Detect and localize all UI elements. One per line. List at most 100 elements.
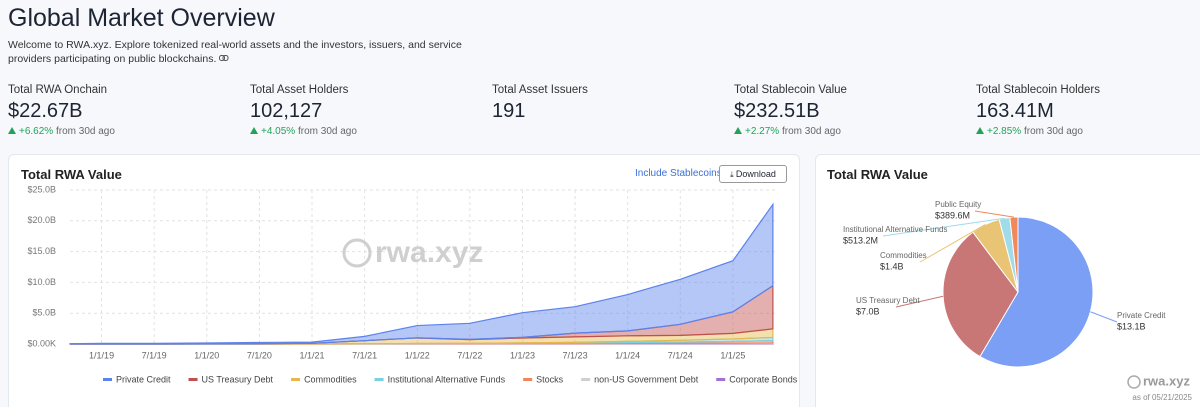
x-tick-label: 7/1/20: [247, 350, 272, 360]
up-arrow: [734, 127, 742, 134]
stat-label: Total Stablecoin Value: [734, 84, 847, 96]
legend-swatch: [374, 378, 384, 381]
pie-value: $389.6M: [935, 210, 970, 220]
stat-label: Total Asset Issuers: [492, 84, 588, 96]
pie-label: Public Equity: [935, 200, 981, 209]
x-tick-label: 1/1/20: [194, 350, 219, 360]
change-period: from 30d ago: [297, 126, 357, 137]
stat-card: Total RWA Onchain $22.67B +6.62% from 30d …: [8, 84, 238, 137]
pie-value: $7.0B: [856, 306, 880, 316]
y-tick-label: $5.0B: [32, 308, 56, 318]
x-tick-label: 1/1/24: [615, 350, 640, 360]
as-of-date: as of 05/21/2025: [1132, 393, 1192, 402]
brand-icon: [1127, 375, 1141, 389]
change-value: +2.27%: [745, 126, 780, 137]
stat-value: 191: [492, 100, 526, 122]
description-text: Welcome to RWA.xyz. Explore tokenized re…: [8, 39, 462, 65]
download-label: Download: [735, 169, 776, 179]
up-arrow: [976, 127, 984, 134]
pie-label: Institutional Alternative Funds: [843, 225, 948, 234]
pie-value: $13.1B: [1117, 321, 1146, 331]
stat-value: 102,127: [250, 100, 323, 122]
pie-value: $513.2M: [843, 235, 878, 245]
link-icon[interactable]: [219, 54, 229, 62]
stat-card: Total Asset Issuers 191: [492, 84, 722, 123]
card-title: Total RWA Value: [827, 167, 928, 182]
change-value: +4.05%: [261, 126, 296, 137]
stat-label: Total Stablecoin Holders: [976, 84, 1101, 96]
pie-label: Private Credit: [1117, 311, 1166, 320]
legend-label: Institutional Alternative Funds: [388, 374, 506, 384]
y-tick-label: $20.0B: [27, 215, 56, 225]
legend-swatch: [291, 378, 301, 381]
pie-label: Commodities: [880, 251, 927, 260]
card-title: Total RWA Value: [21, 167, 122, 182]
stat-label: Total Asset Holders: [250, 84, 349, 96]
y-tick-label: $25.0B: [27, 184, 56, 194]
x-tick-label: 7/1/23: [563, 350, 588, 360]
y-tick-label: $10.0B: [27, 277, 56, 287]
stat-change: +4.05% from 30d ago: [250, 126, 480, 137]
x-tick-label: 7/1/19: [142, 350, 167, 360]
up-arrow: [8, 127, 16, 134]
stat-card: Total Stablecoin Holders 163.41M +2.85% fr…: [976, 84, 1200, 137]
stat-value: 163.41M: [976, 100, 1054, 122]
pie-value: $1.4B: [880, 261, 904, 271]
legend-swatch: [188, 378, 198, 381]
stat-value: $232.51B: [734, 100, 820, 122]
stat-label: Total RWA Onchain: [8, 84, 108, 96]
download-button[interactable]: ⤓ Download: [719, 165, 787, 183]
legend-label: Corporate Bonds: [729, 374, 798, 384]
leader-line: [919, 224, 986, 263]
legend-label: non-US Government Debt: [594, 374, 699, 384]
up-arrow: [250, 127, 258, 134]
legend-swatch: [716, 378, 726, 381]
stat-change: +2.27% from 30d ago: [734, 126, 964, 137]
stat-card: Total Asset Holders 102,127 +4.05% from 30…: [250, 84, 480, 137]
change-period: from 30d ago: [781, 126, 841, 137]
watermark: rwa.xyz: [375, 236, 483, 269]
y-tick-label: $15.0B: [27, 246, 56, 256]
change-value: +6.62%: [19, 126, 54, 137]
pie-slice: [942, 231, 1019, 358]
legend-swatch: [103, 378, 112, 381]
legend-swatch: [523, 378, 533, 381]
stat-change: +6.62% from 30d ago: [8, 126, 238, 137]
pie-label: US Treasury Debt: [856, 296, 920, 305]
change-value: +2.85%: [987, 126, 1022, 137]
y-tick-label: $0.00K: [27, 338, 56, 348]
leader-line: [974, 210, 1014, 218]
leader-line: [895, 295, 944, 308]
x-tick-label: 1/1/21: [299, 350, 324, 360]
legend-swatch: [581, 378, 591, 381]
leader-line: [882, 217, 1005, 237]
watermark-icon: [342, 238, 372, 268]
pie-slice: [979, 216, 1094, 368]
leader-line: [1090, 311, 1118, 323]
x-tick-label: 1/1/19: [89, 350, 114, 360]
legend-label: US Treasury Debt: [202, 374, 274, 384]
legend-label: Commodities: [304, 374, 357, 384]
area-card: [8, 154, 800, 407]
stat-change: +2.85% from 30d ago: [976, 126, 1200, 137]
x-tick-label: 7/1/24: [668, 350, 693, 360]
page-title: Global Market Overview: [8, 4, 275, 32]
legend-label: Private Credit: [116, 374, 171, 384]
stat-value: $22.67B: [8, 100, 83, 122]
x-tick-label: 1/1/23: [510, 350, 535, 360]
change-period: from 30d ago: [1023, 126, 1083, 137]
legend-label: Stocks: [536, 374, 564, 384]
toggle-link[interactable]: Include Stablecoins: [635, 168, 722, 179]
change-period: from 30d ago: [55, 126, 115, 137]
x-tick-label: 1/1/25: [720, 350, 745, 360]
x-tick-label: 1/1/22: [405, 350, 430, 360]
stat-card: Total Stablecoin Value $232.51B +2.27% fro…: [734, 84, 964, 137]
x-tick-label: 7/1/21: [352, 350, 377, 360]
area-series: [69, 202, 774, 345]
brand-mark: rwa.xyz: [1143, 373, 1190, 388]
page-description: Welcome to RWA.xyz. Explore tokenized re…: [8, 38, 483, 66]
download-icon: ⤓: [730, 170, 736, 179]
x-tick-label: 7/1/22: [457, 350, 482, 360]
